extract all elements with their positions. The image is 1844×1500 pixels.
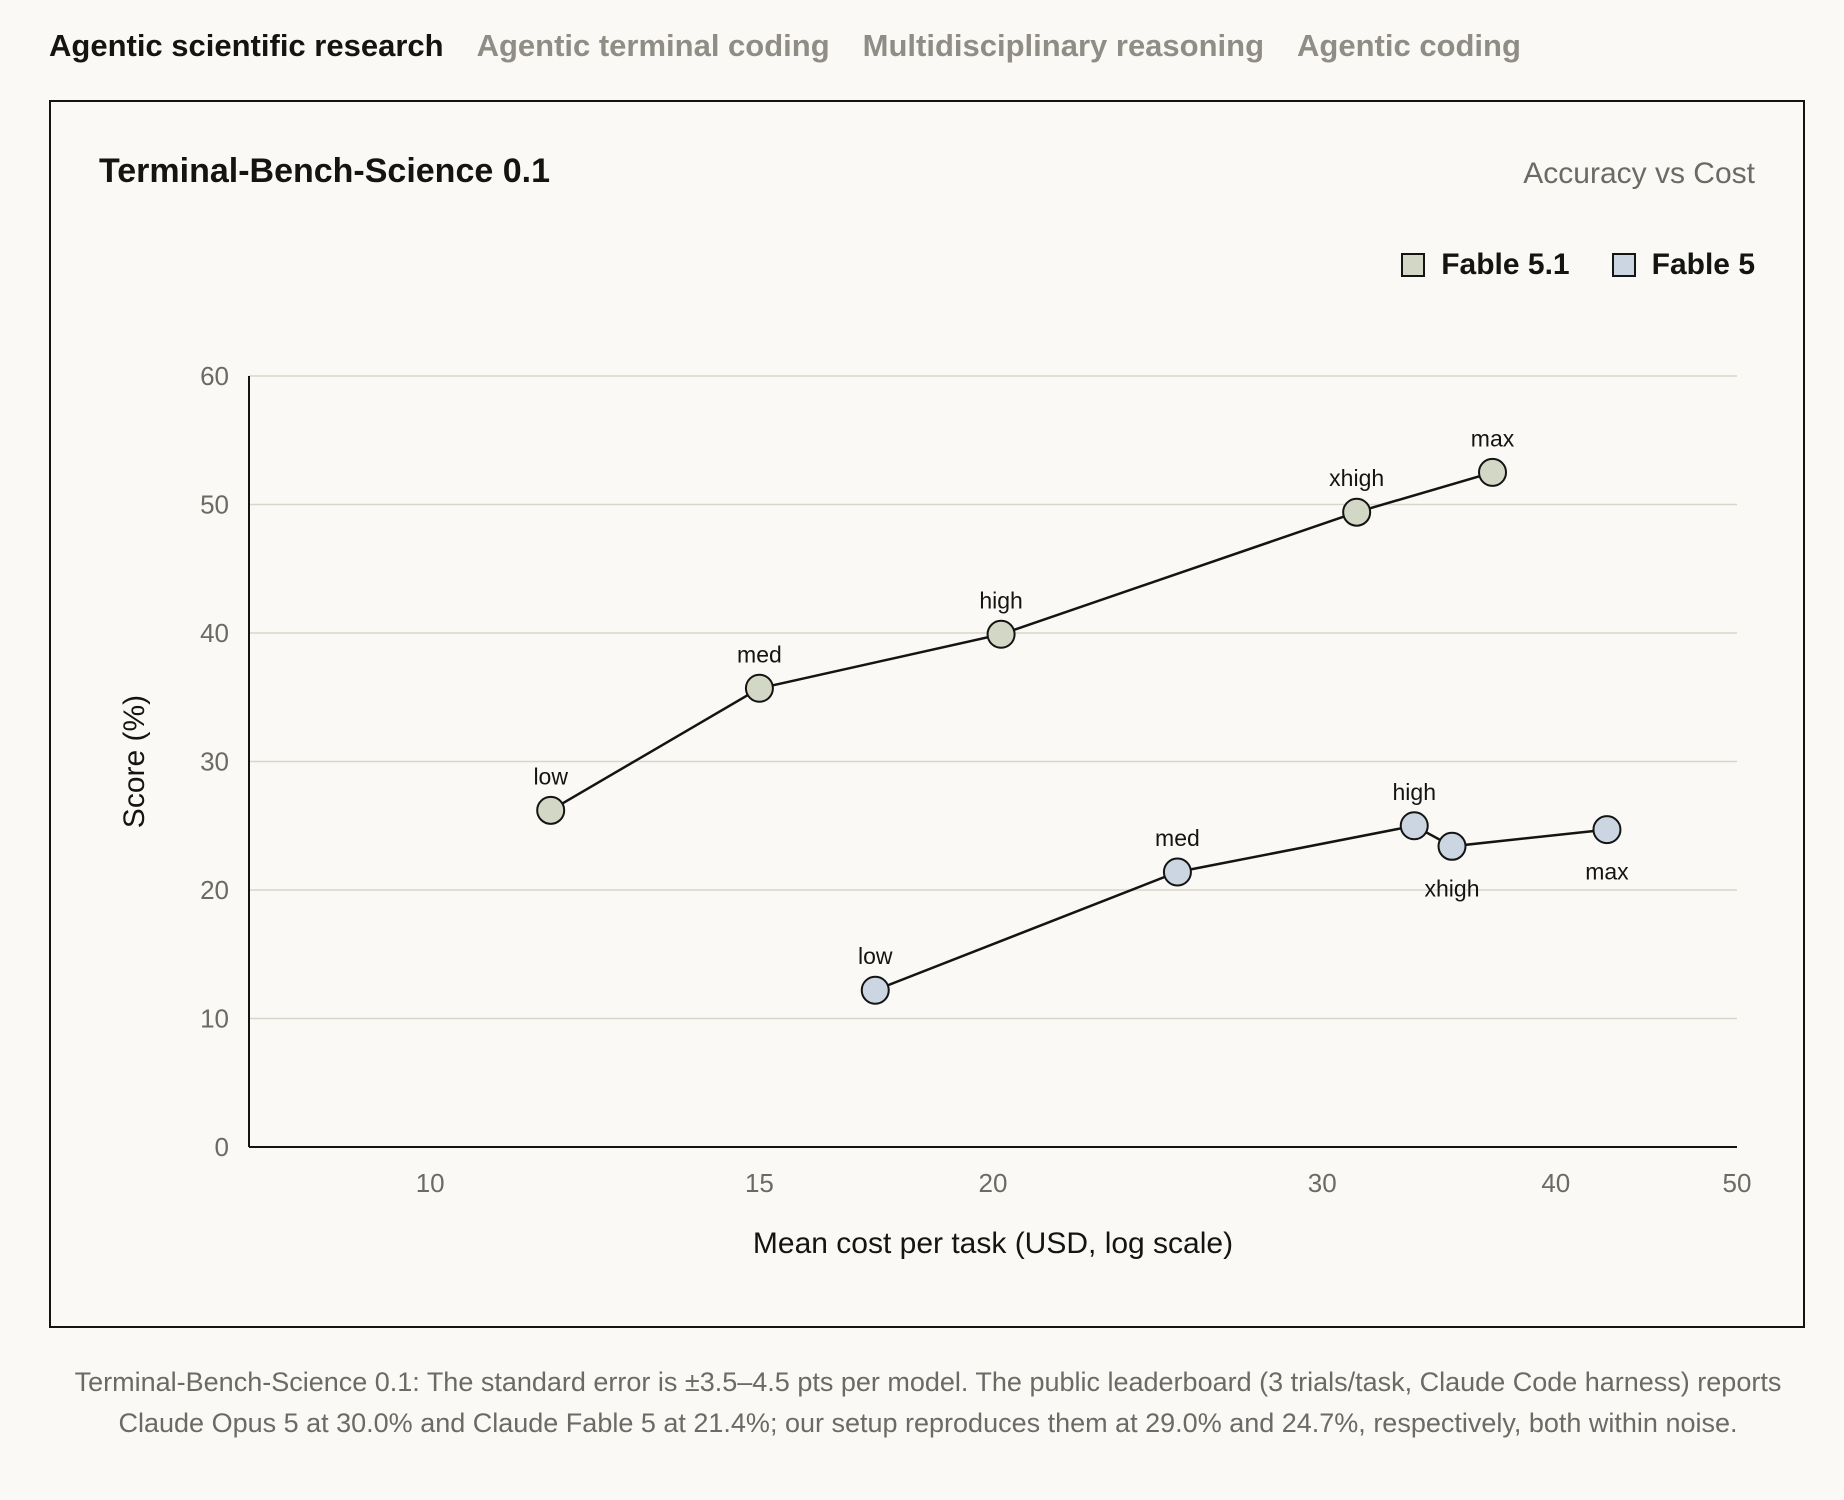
series-line-fable-5 xyxy=(874,824,1608,992)
point-label-fable-5-1-max: max xyxy=(1471,425,1515,451)
chart-title: Terminal-Bench-Science 0.1 xyxy=(99,152,550,190)
data-point-fable-5-high xyxy=(1399,811,1429,841)
point-label-fable-5-high: high xyxy=(1393,779,1436,805)
x-tick-label: 40 xyxy=(1541,1168,1570,1198)
point-label-fable-5-1-low: low xyxy=(533,763,568,789)
data-point-fable-5-low xyxy=(860,975,890,1005)
benchmark-tabs: Agentic scientific research Agentic term… xyxy=(49,22,1521,70)
chart-plot: 0 10 20 30 40 50 60 10 15 20 30 40 50 Mean cost per t… xyxy=(118,361,1752,1260)
y-tick-label: 40 xyxy=(200,618,229,648)
x-tick-label: 30 xyxy=(1308,1168,1337,1198)
chart-subtitle: Accuracy vs Cost xyxy=(1523,157,1755,190)
y-axis-label: Score (%) xyxy=(118,695,151,828)
data-point-fable-5-1-low xyxy=(536,795,566,825)
data-point-fable-5-xhigh xyxy=(1437,831,1467,861)
data-point-fable-5-1-max xyxy=(1478,457,1508,487)
tab-agentic-coding[interactable]: Agentic coding xyxy=(1297,28,1521,63)
point-label-fable-5-low: low xyxy=(858,943,893,969)
tab-multidisciplinary-reasoning[interactable]: Multidisciplinary reasoning xyxy=(862,28,1265,63)
x-tick-label: 10 xyxy=(416,1168,445,1198)
point-label-fable-5-1-med: med xyxy=(737,641,782,667)
data-point-fable-5-1-high xyxy=(986,619,1016,649)
tab-agentic-scientific-research[interactable]: Agentic scientific research xyxy=(49,28,444,63)
data-point-fable-5-1-med xyxy=(744,673,774,703)
tab-agentic-terminal-coding[interactable]: Agentic terminal coding xyxy=(476,28,830,63)
chart-panel: Terminal-Bench-Science 0.1 Accuracy vs C… xyxy=(49,100,1805,1328)
legend-swatch-fable-5-1 xyxy=(1401,253,1426,277)
point-label-fable-5-1-xhigh: xhigh xyxy=(1329,465,1384,491)
point-label-fable-5-xhigh: xhigh xyxy=(1425,875,1480,901)
legend-item-fable-5: Fable 5 xyxy=(1611,248,1755,282)
point-label-fable-5-med: med xyxy=(1155,825,1200,851)
legend: Fable 5.1 Fable 5 xyxy=(1401,248,1755,282)
y-tick-label: 10 xyxy=(200,1004,229,1034)
data-point-fable-5-max xyxy=(1592,815,1622,845)
data-point-fable-5-1-xhigh xyxy=(1342,497,1372,527)
y-tick-label: 30 xyxy=(200,747,229,777)
legend-swatch-fable-5 xyxy=(1611,253,1636,277)
x-tick-label: 20 xyxy=(979,1168,1008,1198)
legend-label-fable-5-1: Fable 5.1 xyxy=(1441,248,1570,281)
x-tick-label: 15 xyxy=(745,1168,774,1198)
x-tick-label: 50 xyxy=(1723,1168,1752,1198)
x-axis-label: Mean cost per task (USD, log scale) xyxy=(753,1227,1233,1260)
y-tick-label: 20 xyxy=(200,875,229,905)
legend-label-fable-5: Fable 5 xyxy=(1651,248,1755,281)
point-label-fable-5-max: max xyxy=(1585,859,1629,885)
data-point-fable-5-med xyxy=(1162,857,1192,887)
y-tick-label: 0 xyxy=(215,1132,229,1162)
chart-caption: Terminal-Bench-Science 0.1: The standard… xyxy=(74,1367,1782,1438)
legend-item-fable-5-1: Fable 5.1 xyxy=(1401,248,1570,282)
y-tick-label: 60 xyxy=(200,361,229,391)
y-tick-label: 50 xyxy=(200,490,229,520)
point-label-fable-5-1-high: high xyxy=(979,587,1022,613)
